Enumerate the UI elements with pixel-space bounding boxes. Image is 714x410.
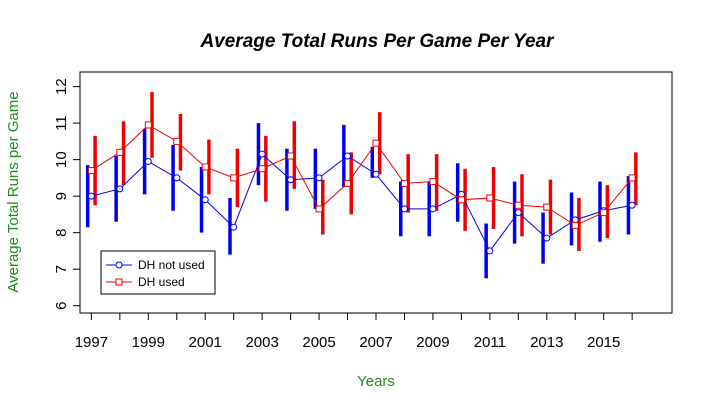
point-dh-used bbox=[287, 152, 295, 160]
x-tick-label: 2013 bbox=[530, 334, 563, 351]
x-tick-label: 2005 bbox=[302, 334, 335, 351]
legend-marker-dh-used bbox=[115, 278, 123, 286]
point-dh-not-used bbox=[201, 196, 209, 204]
x-tick-label: 2015 bbox=[587, 334, 620, 351]
point-dh-not-used bbox=[315, 174, 323, 182]
point-dh-used bbox=[116, 148, 124, 156]
legend-label-dh-not-used: DH not used bbox=[138, 258, 205, 272]
point-dh-used bbox=[201, 163, 209, 171]
chart-title: Average Total Runs Per Game Per Year bbox=[199, 31, 555, 52]
point-dh-used bbox=[628, 174, 636, 182]
point-dh-not-used bbox=[543, 234, 551, 242]
point-dh-not-used bbox=[344, 152, 352, 160]
point-dh-used bbox=[429, 178, 437, 186]
x-tick-label: 2009 bbox=[416, 334, 449, 351]
point-dh-used bbox=[514, 201, 522, 209]
point-dh-used bbox=[315, 205, 323, 213]
x-tick-label: 1999 bbox=[132, 334, 165, 351]
point-dh-used bbox=[258, 165, 266, 173]
point-dh-not-used bbox=[514, 209, 522, 217]
point-dh-not-used bbox=[400, 205, 408, 213]
y-tick-label: 6 bbox=[53, 302, 70, 310]
point-dh-used bbox=[173, 137, 181, 145]
y-axis: 6 7 8 9 10 11 12 bbox=[53, 78, 81, 310]
point-dh-used bbox=[372, 139, 380, 147]
x-tick-label: 1997 bbox=[75, 334, 108, 351]
point-dh-used bbox=[400, 179, 408, 187]
x-tick-label: 2003 bbox=[245, 334, 278, 351]
point-dh-not-used bbox=[628, 201, 636, 209]
point-dh-used bbox=[144, 121, 152, 129]
y-tick-label: 9 bbox=[53, 192, 70, 200]
y-tick-label: 10 bbox=[53, 151, 70, 168]
series-markers bbox=[87, 121, 636, 255]
y-axis-title: Average Total Runs per Game bbox=[5, 91, 22, 292]
point-dh-used bbox=[344, 179, 352, 187]
point-dh-used bbox=[486, 194, 494, 202]
x-axis-title: Years bbox=[357, 373, 395, 390]
point-dh-used bbox=[87, 167, 95, 175]
series-lines bbox=[91, 124, 633, 252]
point-dh-not-used bbox=[173, 174, 181, 182]
error-bars bbox=[85, 92, 638, 279]
line-dh-used bbox=[91, 124, 633, 226]
point-dh-not-used bbox=[116, 185, 124, 193]
y-tick-label: 11 bbox=[53, 115, 70, 131]
point-dh-not-used bbox=[372, 170, 380, 178]
legend-box bbox=[100, 250, 216, 295]
point-dh-not-used bbox=[230, 223, 238, 231]
point-dh-used bbox=[571, 221, 579, 229]
y-tick-label: 7 bbox=[53, 265, 70, 273]
point-dh-not-used bbox=[258, 150, 266, 158]
legend: DH not used DH used bbox=[100, 250, 216, 295]
point-dh-used bbox=[600, 209, 608, 217]
point-dh-not-used bbox=[287, 176, 295, 184]
point-dh-used bbox=[230, 174, 238, 182]
point-dh-used bbox=[457, 196, 465, 204]
line-dh-not-used bbox=[91, 153, 633, 252]
x-axis: 1997 1999 2001 2003 2005 2007 2009 2011 2013 2015 bbox=[75, 312, 633, 351]
x-tick-label: 2007 bbox=[359, 334, 392, 351]
point-dh-not-used bbox=[144, 157, 152, 165]
legend-label-dh-used: DH used bbox=[138, 275, 185, 289]
point-dh-not-used bbox=[486, 247, 494, 255]
point-dh-not-used bbox=[87, 192, 95, 200]
y-tick-label: 8 bbox=[53, 228, 70, 236]
point-dh-used bbox=[543, 203, 551, 211]
legend-marker-dh-not-used bbox=[115, 261, 123, 269]
x-tick-label: 2001 bbox=[189, 334, 222, 351]
y-tick-label: 12 bbox=[53, 78, 70, 95]
point-dh-not-used bbox=[429, 205, 437, 213]
x-tick-label: 2011 bbox=[474, 334, 506, 351]
